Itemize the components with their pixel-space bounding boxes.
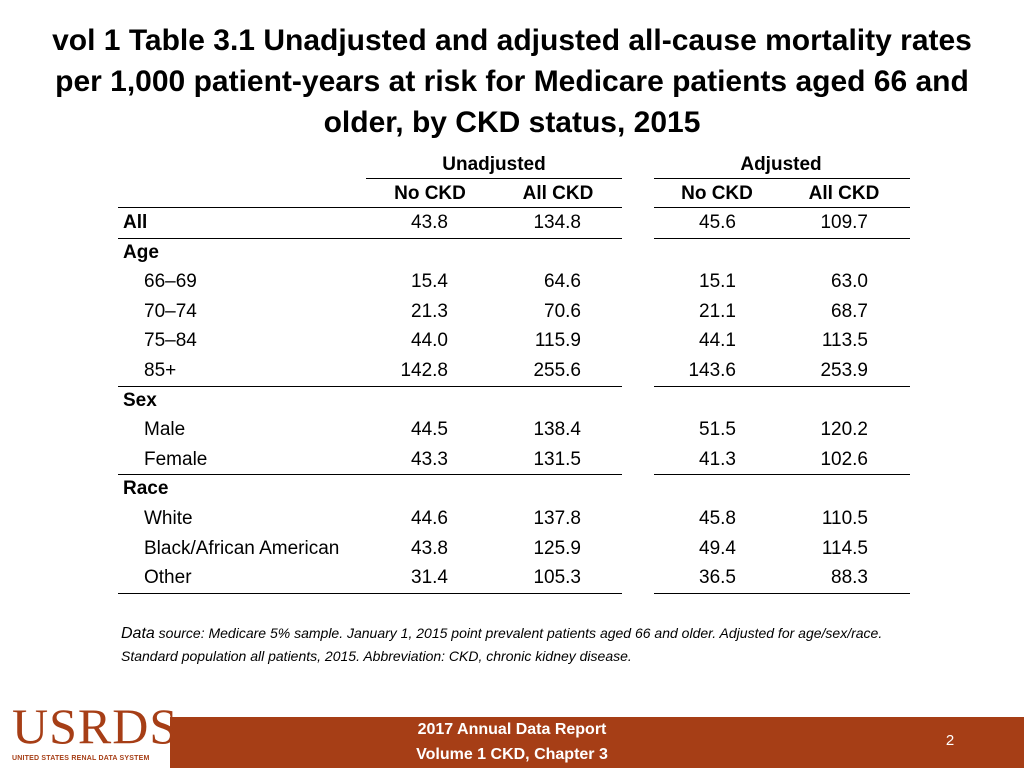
logo-wordmark: USRDS	[12, 698, 179, 754]
row-label: Male	[144, 419, 186, 441]
table-cell: 44.5	[411, 419, 448, 441]
row-label: Black/African American	[144, 537, 340, 559]
table-cell: 31.4	[411, 567, 448, 589]
row-label: 75–84	[144, 330, 197, 352]
table-cell: 114.5	[821, 537, 868, 559]
row-label: 70–74	[144, 300, 197, 322]
table-cell: 120.2	[820, 419, 868, 441]
table-cell: 255.6	[533, 360, 581, 381]
table-cell: 15.1	[699, 271, 736, 293]
table-cell: 88.3	[831, 567, 868, 589]
column-header-2: All CKD	[522, 183, 594, 204]
table-cell: 21.3	[411, 300, 448, 322]
report-title: 2017 Annual Data Report Volume 1 CKD, Ch…	[362, 717, 662, 767]
table-cell: 41.3	[699, 448, 736, 470]
table-cell: 131.5	[533, 448, 581, 470]
table-cell: 45.8	[699, 508, 736, 529]
header-rule-right	[654, 207, 910, 208]
column-header-4: All CKD	[808, 183, 880, 204]
report-line-1: 2017 Annual Data Report	[417, 721, 607, 738]
row-group-label: Age	[123, 241, 159, 263]
row-label: 66–69	[144, 271, 197, 293]
table-cell: 36.5	[699, 567, 736, 589]
table-cell: 70.6	[544, 300, 581, 322]
page-number: 2	[945, 732, 955, 749]
table-cell: 68.7	[831, 300, 868, 322]
row-label: 85+	[144, 360, 177, 381]
table-cell: 44.6	[411, 508, 448, 529]
table-cell: 134.8	[533, 212, 581, 233]
table-cell: 43.3	[411, 448, 448, 470]
section-rule-left	[118, 237, 622, 239]
group-header-adjusted: Adjusted	[740, 154, 822, 175]
row-label: Other	[144, 567, 192, 589]
table-cell: 102.6	[820, 448, 868, 470]
column-header-1: No CKD	[394, 183, 466, 204]
table-cell: 253.9	[820, 360, 868, 381]
source-lead: Data	[121, 625, 155, 642]
source-text: source: Medicare 5% sample. January 1, 2…	[121, 625, 883, 664]
section-rule-left	[118, 592, 622, 594]
group-header-unadjusted: Unadjusted	[442, 154, 546, 175]
table-cell: 44.1	[699, 330, 736, 352]
table-cell: 113.5	[821, 330, 868, 352]
section-rule-right	[654, 385, 910, 387]
row-label: White	[144, 508, 193, 529]
data-source-note: Data source: Medicare 5% sample. January…	[121, 622, 891, 667]
table-cell: 43.8	[411, 537, 448, 559]
logo-subtitle: UNITED STATES RENAL DATA SYSTEM	[12, 755, 150, 762]
section-rule-right	[654, 237, 910, 239]
table-cell: 109.7	[820, 212, 868, 233]
section-rule-left	[118, 385, 622, 387]
row-group-label: All	[123, 212, 148, 233]
table-cell: 15.4	[411, 271, 448, 293]
slide-title: vol 1 Table 3.1 Unadjusted and adjusted …	[52, 24, 972, 139]
row-group-label: Sex	[123, 389, 157, 411]
table-cell: 138.4	[533, 419, 581, 441]
table-cell: 51.5	[699, 419, 736, 441]
table-cell: 21.1	[699, 300, 736, 322]
group-rule-unadjusted	[366, 178, 622, 179]
group-rule-adjusted	[654, 178, 910, 179]
table-cell: 142.8	[400, 360, 448, 381]
table-cell: 49.4	[699, 537, 736, 559]
report-line-2: Volume 1 CKD, Chapter 3	[416, 746, 608, 763]
table-cell: 105.3	[533, 567, 581, 589]
header-rule-left	[118, 207, 622, 208]
section-rule-right	[654, 592, 910, 594]
table-cell: 63.0	[831, 271, 868, 293]
table-cell: 64.6	[544, 271, 581, 293]
column-header-3: No CKD	[681, 183, 753, 204]
usrds-logo: USRDS UNITED STATES RENAL DATA SYSTEM	[0, 698, 177, 768]
row-label: Female	[144, 448, 208, 470]
table-cell: 115.9	[534, 330, 581, 352]
table-cell: 44.0	[411, 330, 448, 352]
row-group-label: Race	[123, 478, 169, 500]
table-cell: 110.5	[821, 508, 868, 529]
section-rule-right	[654, 474, 910, 476]
table-cell: 45.6	[699, 212, 736, 233]
footer-bar	[0, 717, 1024, 768]
section-rule-left	[118, 474, 622, 476]
table-cell: 137.8	[533, 508, 581, 529]
table-cell: 125.9	[533, 537, 581, 559]
mortality-table: Unadjusted Adjusted No CKD All CKD No CKD All…	[118, 150, 910, 594]
table-cell: 43.8	[411, 212, 448, 233]
table-cell: 143.6	[688, 360, 736, 381]
